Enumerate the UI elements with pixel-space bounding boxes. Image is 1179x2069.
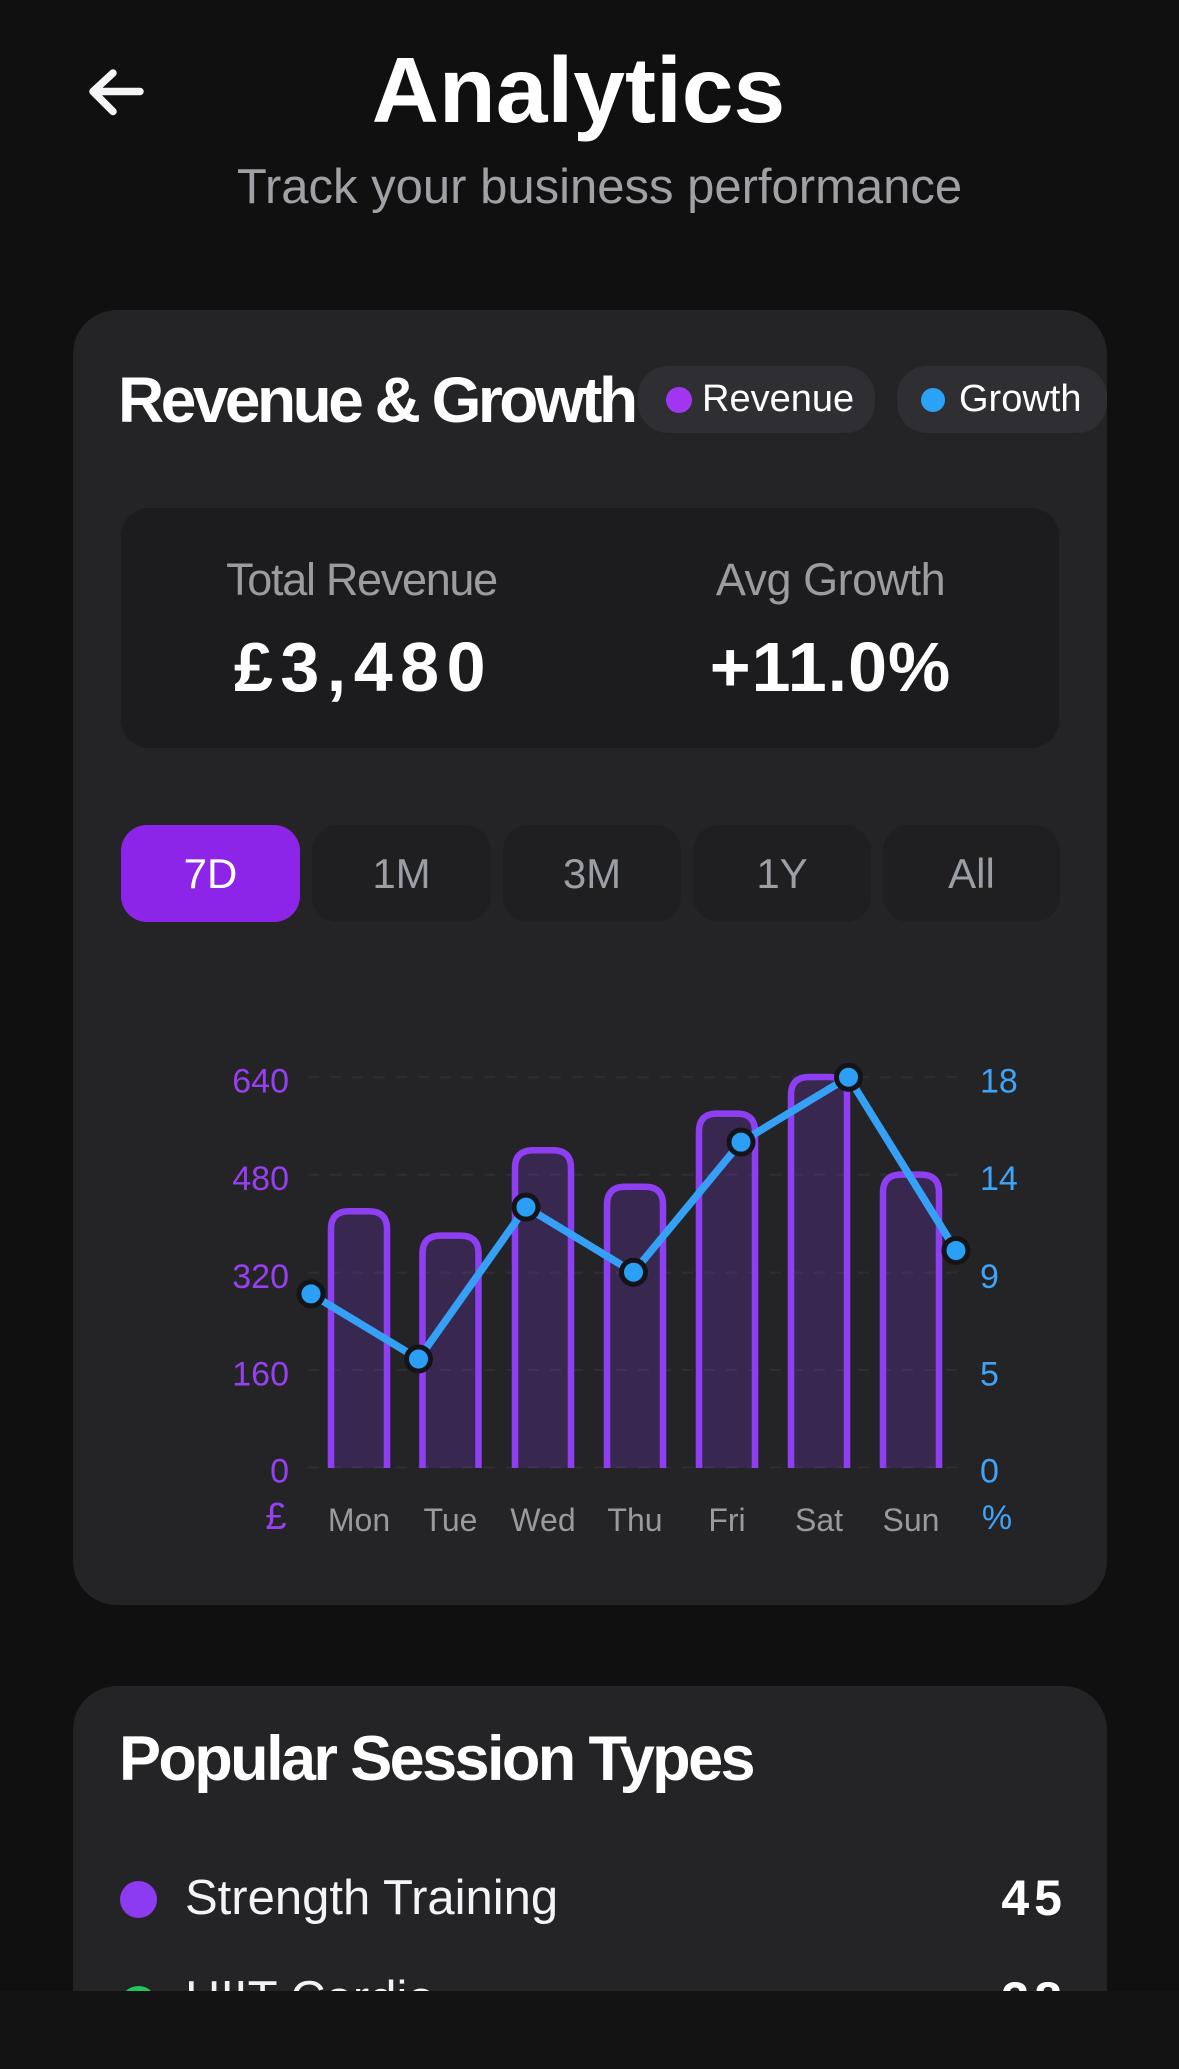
- svg-text:0: 0: [270, 1453, 289, 1491]
- svg-text:160: 160: [232, 1355, 289, 1393]
- svg-text:640: 640: [232, 1063, 289, 1101]
- svg-text:Fri: Fri: [708, 1502, 745, 1538]
- svg-text:14: 14: [980, 1160, 1018, 1198]
- svg-text:%: %: [982, 1499, 1012, 1537]
- svg-text:9: 9: [980, 1258, 999, 1296]
- svg-text:0: 0: [980, 1453, 999, 1491]
- svg-text:Mon: Mon: [328, 1502, 390, 1538]
- svg-text:18: 18: [980, 1063, 1018, 1101]
- svg-text:5: 5: [980, 1355, 999, 1393]
- svg-text:480: 480: [232, 1160, 289, 1198]
- svg-text:£: £: [265, 1496, 286, 1538]
- svg-text:Sun: Sun: [883, 1502, 940, 1538]
- svg-text:Tue: Tue: [424, 1502, 478, 1538]
- svg-text:Sat: Sat: [795, 1502, 843, 1538]
- svg-text:320: 320: [232, 1258, 289, 1296]
- svg-text:Wed: Wed: [510, 1502, 575, 1538]
- svg-text:Thu: Thu: [607, 1502, 662, 1538]
